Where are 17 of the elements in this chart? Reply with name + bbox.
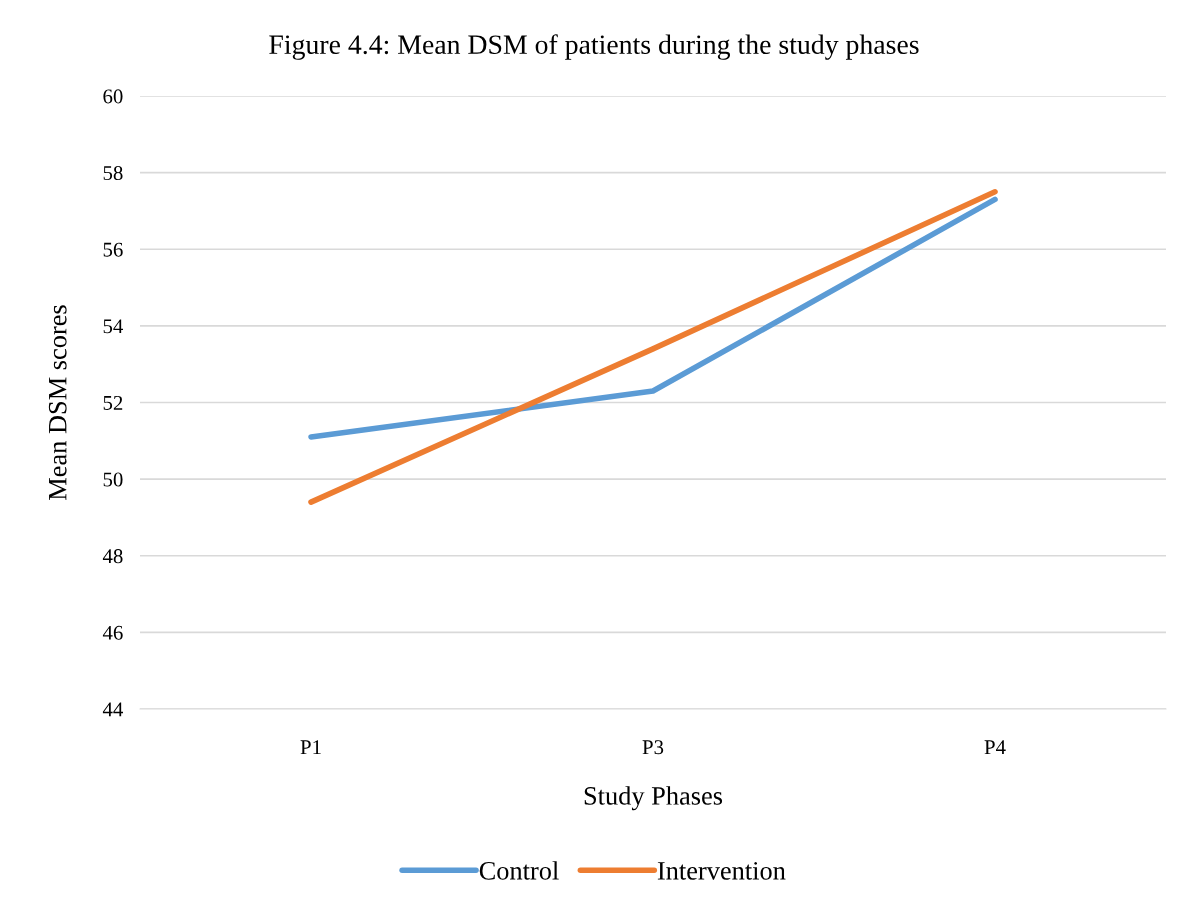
legend-label: Control [479,861,559,880]
y-tick-label: 50 [103,472,123,487]
y-axis-title: Mean DSM scores [48,305,67,500]
y-tick-label: 52 [103,395,123,410]
legend-label: Intervention [657,861,786,880]
chart-title: Figure 4.4: Mean DSM of patients during the study phases [269,34,919,60]
y-tick-label: 58 [103,166,123,181]
x-axis-title: Study Phases [584,786,723,811]
y-tick-label: 56 [103,242,123,257]
y-tick-label: 44 [102,702,124,717]
y-tick-label: 60 [103,89,123,104]
x-tick-label: P4 [984,740,1006,755]
y-tick-label: 46 [102,625,123,640]
y-tick-label: 54 [103,319,124,334]
x-tick-label: P3 [642,740,664,755]
x-tick-label: P1 [300,740,321,755]
y-tick-label: 48 [102,549,123,564]
